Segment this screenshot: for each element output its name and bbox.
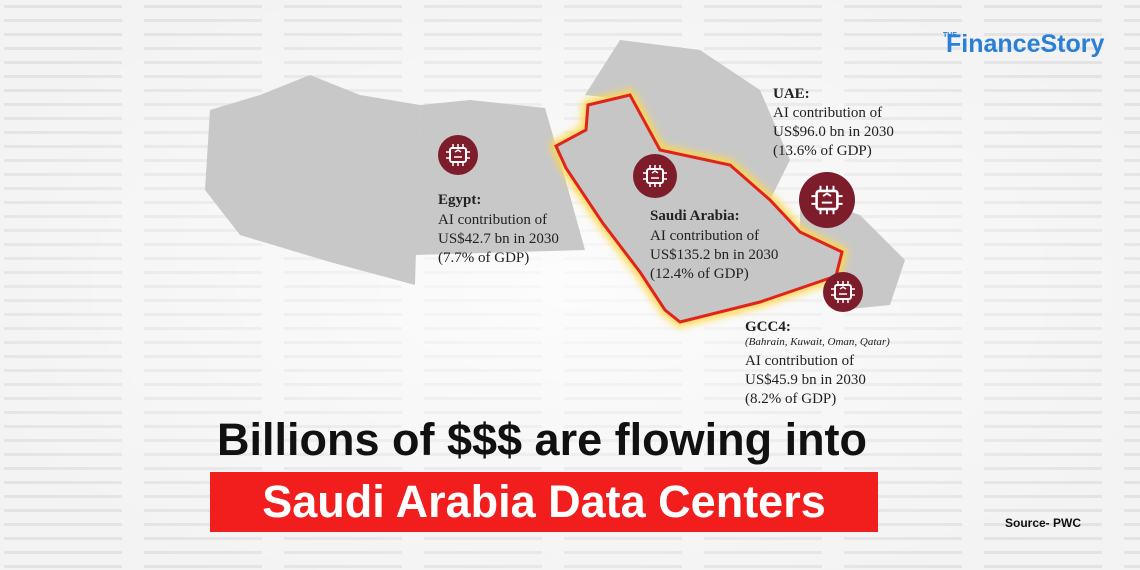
- region-line: AI contribution of: [773, 105, 882, 121]
- uae-icon: [799, 172, 855, 228]
- region-name: UAE:: [773, 86, 810, 102]
- region-line: US$96.0 bn in 2030: [773, 124, 894, 140]
- region-line: US$42.7 bn in 2030: [438, 231, 559, 247]
- brand-name: FinanceStory: [946, 30, 1104, 58]
- region-line: (8.2% of GDP): [745, 391, 836, 407]
- region-line: (7.7% of GDP): [438, 250, 529, 266]
- region-line: AI contribution of: [650, 228, 759, 244]
- region-name: Egypt:: [438, 192, 481, 208]
- egypt-icon: [438, 135, 478, 175]
- region-name: Saudi Arabia:: [650, 208, 740, 224]
- headline-box: [210, 472, 878, 532]
- region-line: AI contribution of: [438, 212, 547, 228]
- region-line: US$135.2 bn in 2030: [650, 247, 778, 263]
- region-line: AI contribution of: [745, 353, 854, 369]
- brand: THE FinanceStory: [943, 30, 1104, 58]
- gcc-icon: [823, 272, 863, 312]
- icons: [438, 135, 863, 312]
- north-region: [585, 40, 790, 200]
- region-line: US$45.9 bn in 2030: [745, 372, 866, 388]
- region-note: (Bahrain, Kuwait, Oman, Qatar): [745, 336, 890, 348]
- source: Source- PWC: [1005, 516, 1081, 530]
- region-line: (13.6% of GDP): [773, 143, 872, 159]
- headline-line1: Billions of $$$ are flowing into: [217, 414, 867, 465]
- headline-line2: Saudi Arabia Data Centers: [262, 476, 826, 527]
- labels: Egypt: AI contribution of US$42.7 bn in …: [438, 86, 894, 407]
- saudi-icon: [633, 154, 677, 198]
- libya: [205, 75, 420, 285]
- region-line: (12.4% of GDP): [650, 266, 749, 282]
- brand-prefix: THE: [943, 32, 957, 39]
- region-name: GCC4:: [745, 319, 791, 335]
